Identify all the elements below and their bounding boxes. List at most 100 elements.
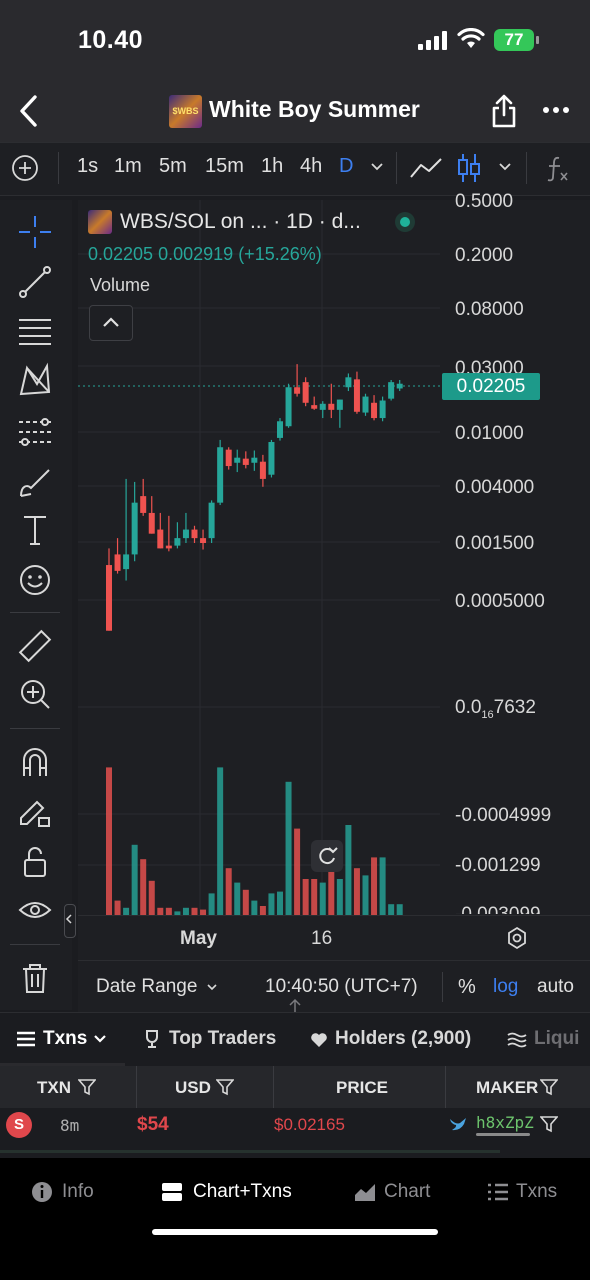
- column-header-usd[interactable]: USD: [175, 1078, 211, 1097]
- volume-bar: [200, 909, 207, 915]
- candle-body: [268, 442, 275, 475]
- info-icon: [32, 1182, 52, 1202]
- share-icon[interactable]: [490, 94, 518, 128]
- candle-body: [106, 565, 112, 631]
- battery-indicator: 77: [494, 29, 534, 51]
- timeframe-1m[interactable]: 1m: [114, 155, 142, 177]
- nav-info[interactable]: Info: [62, 1181, 94, 1202]
- tab-liquidity[interactable]: Liqui: [534, 1028, 580, 1049]
- timeframe-5m[interactable]: 5m: [159, 155, 187, 177]
- eye-icon[interactable]: [17, 892, 53, 928]
- volume-bar: [285, 781, 292, 915]
- bird-icon: [450, 1118, 466, 1131]
- nav-txns[interactable]: Txns: [516, 1181, 558, 1202]
- volume-bar: [148, 880, 155, 915]
- column-header-txn[interactable]: TXN: [37, 1078, 71, 1097]
- volume-bar: [277, 891, 283, 915]
- back-arrow-icon[interactable]: [14, 93, 44, 129]
- emoji-icon[interactable]: [17, 562, 53, 598]
- volume-bar: [388, 904, 395, 915]
- timeframe-15m[interactable]: 15m: [205, 155, 244, 177]
- legend-token-logo: [88, 210, 112, 234]
- auto-scale-toggle[interactable]: auto: [537, 976, 574, 997]
- candlestick-icon[interactable]: [456, 152, 482, 184]
- candle-body: [285, 387, 292, 427]
- status-bar: [0, 0, 590, 80]
- log-scale-toggle[interactable]: log: [493, 976, 519, 997]
- ruler-icon[interactable]: [17, 628, 53, 664]
- forecast-icon[interactable]: [17, 414, 53, 450]
- trophy-icon: [146, 1030, 158, 1048]
- row-progress-strip: [0, 1150, 500, 1153]
- filter-icon[interactable]: [216, 1078, 234, 1096]
- column-header-price[interactable]: PRICE: [336, 1078, 388, 1097]
- legend-values: 0.02205 0.002919 (+15.26%): [88, 244, 322, 265]
- function-icon[interactable]: [545, 155, 571, 183]
- candle-body: [311, 405, 318, 409]
- legend-last: 0.02205: [88, 244, 154, 264]
- magnet-icon[interactable]: [17, 744, 53, 780]
- settings-icon[interactable]: [505, 926, 529, 950]
- volume-bar: [268, 893, 275, 915]
- volume-bar: [140, 859, 147, 915]
- trash-icon[interactable]: [17, 960, 53, 996]
- tab-top-traders[interactable]: Top Traders: [169, 1028, 277, 1049]
- chart-panel[interactable]: [78, 200, 590, 915]
- lock-drawing-icon[interactable]: [17, 794, 53, 830]
- maker-holding-bar: [476, 1133, 530, 1136]
- time-axis-tick: May: [180, 928, 217, 949]
- live-status-dot-inner: [400, 217, 410, 227]
- reset-chart-button[interactable]: [311, 840, 343, 872]
- txn-maker[interactable]: h8xZpZ: [476, 1113, 534, 1132]
- timeframe-4h[interactable]: 4h: [300, 155, 323, 177]
- fib-retracement-icon[interactable]: [17, 314, 53, 350]
- price-axis-tick: 0.08000: [455, 299, 524, 320]
- nav-chart[interactable]: Chart: [384, 1181, 431, 1202]
- candle-body: [140, 496, 147, 513]
- more-options-icon[interactable]: [542, 100, 570, 120]
- filter-icon[interactable]: [540, 1078, 558, 1096]
- unlock-icon[interactable]: [17, 844, 53, 880]
- brush-icon[interactable]: [17, 464, 53, 500]
- crosshair-icon[interactable]: [17, 214, 53, 250]
- candle-body: [234, 457, 241, 463]
- candle-body: [114, 554, 121, 571]
- timezone-clock[interactable]: 10:40:50 (UTC+7): [265, 976, 418, 997]
- candle-body: [242, 458, 249, 465]
- chevron-down-icon[interactable]: [370, 162, 384, 172]
- candle-body: [294, 387, 301, 394]
- tab-txns[interactable]: Txns: [43, 1028, 88, 1049]
- column-header-maker[interactable]: MAKER: [476, 1078, 539, 1097]
- table-row[interactable]: [0, 1108, 590, 1150]
- column-divider: [445, 1066, 446, 1108]
- chevron-down-icon[interactable]: [93, 1034, 107, 1044]
- volume-bar: [345, 825, 352, 915]
- timeframe-d[interactable]: D: [339, 155, 354, 177]
- volume-bar: [174, 911, 181, 915]
- nav-chart-txns[interactable]: Chart+Txns: [193, 1181, 292, 1202]
- legend-symbol[interactable]: WBS/SOL on ... · 1D · d...: [120, 210, 361, 233]
- price-axis-tick: 0.2000: [455, 245, 514, 266]
- add-indicator-icon[interactable]: [11, 154, 39, 182]
- price-axis-tick: 0.01000: [455, 423, 524, 444]
- text-tool-icon[interactable]: [17, 512, 53, 548]
- timeframe-1h[interactable]: 1h: [261, 155, 284, 177]
- filter-icon[interactable]: [78, 1078, 96, 1096]
- filter-icon[interactable]: [540, 1115, 558, 1133]
- chevron-down-icon[interactable]: [498, 162, 512, 172]
- volume-bar: [362, 875, 369, 915]
- chevron-down-icon[interactable]: [206, 983, 218, 992]
- price-chart[interactable]: [78, 200, 590, 915]
- tab-holders[interactable]: Holders (2,900): [335, 1028, 472, 1049]
- candle-body: [165, 545, 172, 549]
- pattern-icon[interactable]: [17, 362, 53, 398]
- volume-axis-tick: -0.003099: [455, 904, 541, 914]
- trend-line-icon[interactable]: [17, 264, 53, 300]
- candle-body: [302, 382, 309, 403]
- date-range-dropdown[interactable]: Date Range: [96, 976, 198, 997]
- line-chart-icon[interactable]: [409, 155, 443, 181]
- zoom-in-icon[interactable]: [17, 676, 53, 712]
- percent-scale-toggle[interactable]: %: [458, 976, 476, 998]
- collapse-legend-button[interactable]: [89, 305, 133, 341]
- timeframe-1s[interactable]: 1s: [77, 155, 99, 177]
